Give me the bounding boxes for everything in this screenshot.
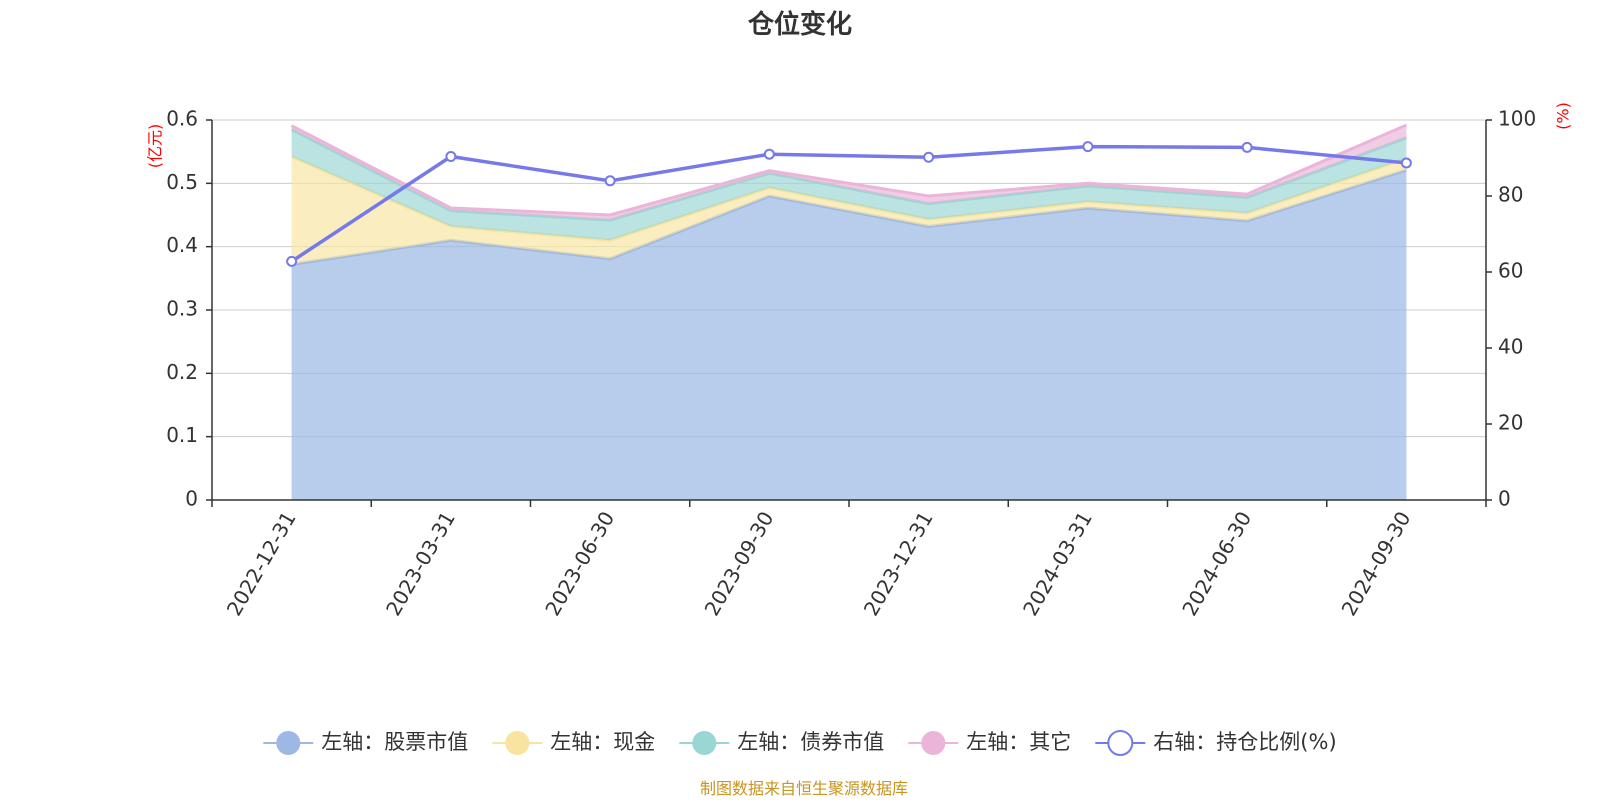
right-axis-tick-label: 100 — [1498, 107, 1536, 131]
left-axis-tick-label: 0.4 — [166, 233, 198, 257]
x-axis-tick-label: 2023-03-31 — [381, 507, 460, 620]
legend-marker — [1107, 730, 1134, 756]
right-axis-tick-label: 20 — [1498, 411, 1523, 435]
x-axis-tick-label: 2022-12-31 — [222, 507, 301, 620]
legend-item: 左轴：股票市值 — [263, 730, 468, 755]
legend: 左轴：股票市值 左轴：现金 左轴：债券市值 左轴：其它 右轴：持仓比例(%) — [263, 730, 1337, 756]
legend-label: 左轴：债券市值 — [737, 730, 884, 754]
legend-label: 右轴：持仓比例(%) — [1153, 730, 1336, 754]
ratio-point — [1400, 157, 1412, 169]
ratio-point — [1082, 141, 1094, 153]
x-axis-tick-label: 2023-09-30 — [700, 507, 779, 620]
left-axis-tick-label: 0 — [185, 487, 198, 511]
legend-item: 左轴：其它 — [908, 730, 1071, 755]
x-axis-tick-label: 2024-09-30 — [1337, 507, 1416, 620]
area-0 — [291, 170, 1407, 500]
ratio-point — [763, 148, 775, 160]
right-axis-tick-label: 0 — [1498, 487, 1511, 511]
legend-item: 左轴：债券市值 — [679, 730, 884, 755]
ratio-point — [923, 151, 935, 163]
stacked-areas — [290, 123, 1407, 500]
left-axis-tick-label: 0.1 — [166, 423, 198, 447]
legend-item: 左轴：现金 — [492, 730, 655, 755]
ratio-point — [286, 255, 298, 267]
ratio-point — [1241, 141, 1253, 153]
left-axis-tick-label: 0.2 — [166, 360, 198, 384]
holding-ratio-line — [286, 141, 1412, 267]
legend-marker — [692, 731, 717, 755]
legend-item: 右轴：持仓比例(%) — [1095, 730, 1337, 756]
area-edge-3 — [290, 123, 1407, 217]
legend-marker — [276, 731, 301, 755]
legend-marker — [921, 731, 946, 755]
legend-label: 左轴：现金 — [550, 730, 655, 754]
legend-marker — [505, 731, 530, 755]
right-axis-unit: (%) — [1554, 102, 1573, 130]
left-axis-unit: (亿元) — [146, 124, 165, 169]
left-axis-tick-label: 0.3 — [166, 297, 198, 321]
right-axis-tick-label: 60 — [1498, 259, 1523, 283]
x-axis-tick-label: 2024-03-31 — [1018, 507, 1097, 620]
legend-label: 左轴：股票市值 — [321, 730, 468, 754]
right-axis-tick-label: 80 — [1498, 183, 1523, 207]
data-source-note: 制图数据来自恒生聚源数据库 — [700, 779, 908, 798]
right-axis-tick-label: 40 — [1498, 335, 1523, 359]
chart-title: 仓位变化 — [747, 9, 852, 40]
left-axis-tick-label: 0.5 — [166, 170, 198, 194]
left-axis-tick-label: 0.6 — [166, 107, 198, 131]
x-axis-tick-label: 2024-06-30 — [1177, 507, 1256, 620]
x-axis-tick-label: 2023-06-30 — [540, 507, 619, 620]
ratio-line-path — [290, 144, 1407, 263]
ratio-point — [445, 150, 457, 162]
legend-label: 左轴：其它 — [966, 730, 1071, 754]
ratio-point — [604, 175, 616, 187]
x-axis-tick-label: 2023-12-31 — [859, 507, 938, 620]
